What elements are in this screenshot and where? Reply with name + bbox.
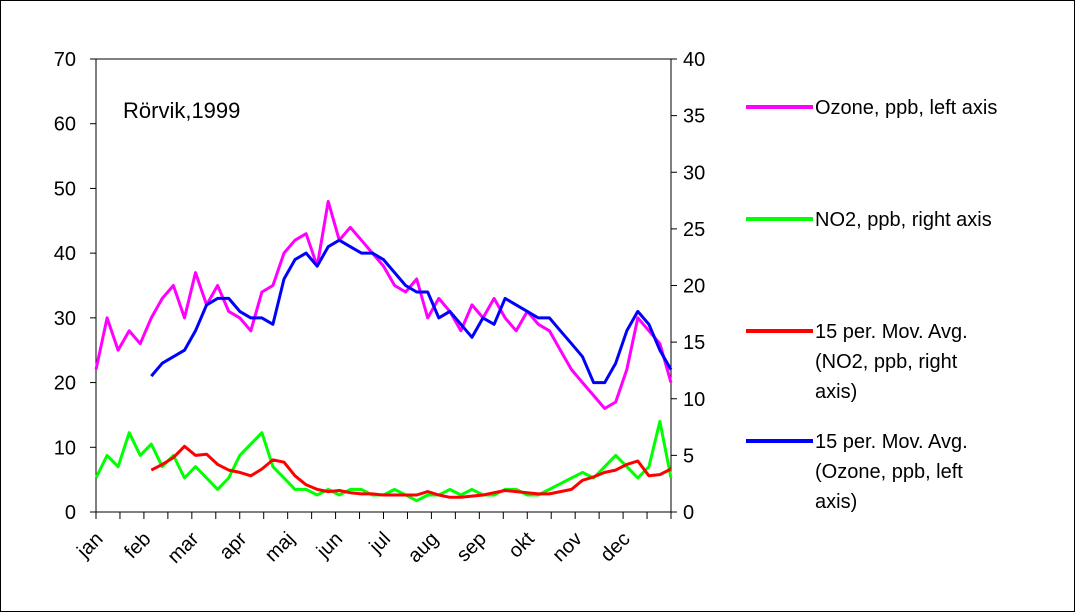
legend-label: Ozone, ppb, left axis (815, 97, 997, 119)
left-axis-tick-label: 70 (54, 49, 76, 71)
legend-label: axis) (815, 381, 857, 403)
x-axis-month-label: sep (453, 528, 491, 566)
left-axis-tick-label: 0 (65, 502, 76, 524)
legend: Ozone, ppb, left axis NO2, ppb, right axi… (746, 97, 997, 513)
x-axis-month-label: feb (120, 528, 155, 563)
x-axis-month-label: jun (312, 528, 347, 563)
series-layer (94, 199, 673, 503)
right-axis-tick-label: 15 (683, 332, 705, 354)
x-axis-month-label: jul (365, 528, 395, 558)
left-axis-tick-label: 60 (54, 114, 76, 136)
axes-layer: 0 10 20 30 40 50 60 70 0 5 10 15 20 25 30 35 40 jan feb mar… (54, 49, 706, 568)
left-axis-tick-label: 50 (54, 178, 76, 200)
left-axis-tick-label: 40 (54, 243, 76, 265)
right-axis-tick-label: 40 (683, 49, 705, 71)
legend-label: 15 per. Mov. Avg. (815, 431, 968, 453)
legend-label: (NO2, ppb, right (815, 351, 958, 373)
legend-label: (Ozone, ppb, left (815, 461, 963, 483)
right-axis-tick-label: 10 (683, 389, 705, 411)
right-axis-tick-label: 30 (683, 162, 705, 184)
left-axis-tick-label: 20 (54, 373, 76, 395)
chart-title: Rörvik,1999 (123, 98, 240, 123)
series-line (150, 444, 672, 499)
x-axis-month-label: dec (596, 528, 634, 566)
x-axis-month-label: aug (404, 528, 443, 567)
x-axis-month-label: nov (548, 528, 586, 566)
plot-area (95, 58, 672, 513)
x-axis-month-label: maj (261, 528, 299, 566)
right-axis-tick-label: 25 (683, 219, 705, 241)
x-axis-month-label: apr (215, 528, 251, 564)
legend-label: axis) (815, 491, 857, 513)
right-axis-tick-label: 20 (683, 276, 705, 298)
x-axis-month-label: jan (72, 528, 107, 563)
legend-label: NO2, ppb, right axis (815, 209, 992, 231)
right-axis-tick-label: 0 (683, 502, 694, 524)
right-axis-tick-label: 5 (683, 445, 694, 467)
series-line (150, 238, 673, 385)
legend-label: 15 per. Mov. Avg. (815, 321, 968, 343)
series-line (94, 199, 673, 410)
left-axis-tick-label: 10 (54, 437, 76, 459)
right-axis-tick-label: 35 (683, 106, 705, 128)
x-axis-month-label: mar (163, 528, 203, 568)
series-line (94, 419, 673, 503)
left-axis-tick-label: 30 (54, 308, 76, 330)
x-axis-month-label: okt (504, 528, 539, 563)
